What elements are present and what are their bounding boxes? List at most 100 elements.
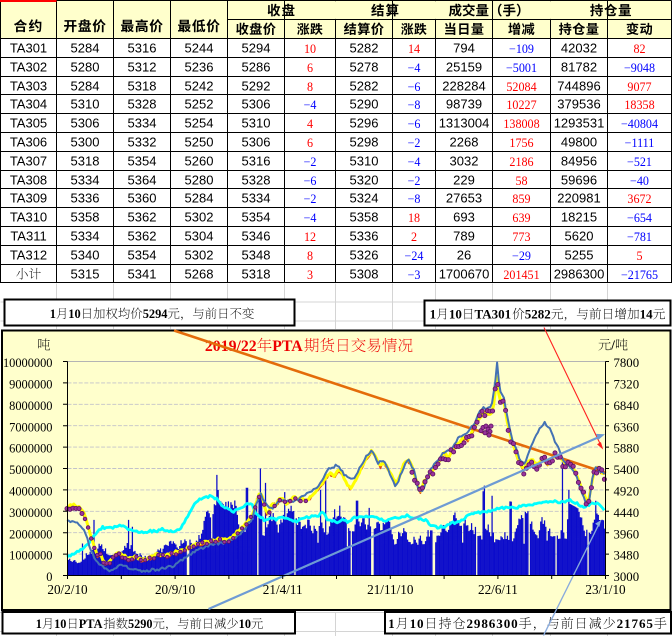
svg-text:5290: 5290 xyxy=(350,97,379,112)
svg-text:−2: −2 xyxy=(304,155,317,169)
svg-text:−2: −2 xyxy=(408,136,421,150)
svg-text:−1111: −1111 xyxy=(625,136,655,150)
svg-text:84956: 84956 xyxy=(561,154,597,169)
svg-text:/: / xyxy=(610,338,615,353)
svg-text:−21765: −21765 xyxy=(621,268,658,282)
svg-text:PTA: PTA xyxy=(79,617,103,631)
svg-text:220981: 220981 xyxy=(557,191,600,206)
svg-text:5400: 5400 xyxy=(614,463,640,477)
svg-text:5236: 5236 xyxy=(185,60,214,75)
svg-text:10: 10 xyxy=(410,616,425,631)
svg-text:23/1/10: 23/1/10 xyxy=(585,582,626,597)
svg-text:5328: 5328 xyxy=(128,97,157,112)
svg-text:5336: 5336 xyxy=(71,191,100,206)
svg-text:4000000: 4000000 xyxy=(9,485,52,499)
svg-text:5294: 5294 xyxy=(143,307,168,321)
svg-text:−521: −521 xyxy=(627,155,652,169)
svg-text:9000000: 9000000 xyxy=(9,378,52,392)
svg-text:−9048: −9048 xyxy=(624,61,655,75)
svg-text:5292: 5292 xyxy=(242,79,271,94)
svg-text:3960: 3960 xyxy=(614,527,640,541)
svg-text:5362: 5362 xyxy=(128,229,157,244)
svg-text:18215: 18215 xyxy=(561,210,597,225)
svg-text:3032: 3032 xyxy=(450,154,479,169)
svg-text:7800: 7800 xyxy=(614,356,640,370)
svg-text:9077: 9077 xyxy=(627,80,651,94)
svg-text:8: 8 xyxy=(307,249,313,263)
svg-text:TA305: TA305 xyxy=(10,116,47,131)
svg-text:8: 8 xyxy=(307,80,313,94)
svg-text:21/11/10: 21/11/10 xyxy=(367,582,414,597)
svg-text:1313004: 1313004 xyxy=(439,116,490,131)
svg-text:TA303: TA303 xyxy=(10,79,47,94)
svg-text:5332: 5332 xyxy=(128,135,157,150)
svg-text:5250: 5250 xyxy=(185,135,214,150)
svg-text:TA309: TA309 xyxy=(10,191,47,206)
svg-text:773: 773 xyxy=(512,230,530,244)
svg-text:229: 229 xyxy=(453,173,475,188)
svg-text:8000000: 8000000 xyxy=(9,399,52,413)
svg-text:5284: 5284 xyxy=(71,41,100,56)
svg-text:5255: 5255 xyxy=(565,248,594,263)
svg-text:TA301: TA301 xyxy=(475,307,512,322)
svg-text:12: 12 xyxy=(304,230,316,244)
svg-text:5308: 5308 xyxy=(350,267,379,282)
svg-text:5348: 5348 xyxy=(242,248,271,263)
svg-text:TA312: TA312 xyxy=(10,248,47,263)
svg-text:5346: 5346 xyxy=(242,229,271,244)
svg-text:5282: 5282 xyxy=(350,79,379,94)
svg-text:5000000: 5000000 xyxy=(9,463,52,477)
svg-text:−4: −4 xyxy=(408,61,421,75)
svg-text:−8: −8 xyxy=(408,192,421,206)
svg-text:2986300: 2986300 xyxy=(554,267,605,282)
svg-text:6840: 6840 xyxy=(614,399,640,413)
svg-text:5294: 5294 xyxy=(242,41,271,56)
svg-text:2986300: 2986300 xyxy=(466,616,518,631)
svg-text:5341: 5341 xyxy=(128,267,157,282)
svg-text:5316: 5316 xyxy=(242,154,271,169)
svg-text:5300: 5300 xyxy=(71,135,100,150)
svg-text:5260: 5260 xyxy=(185,154,214,169)
svg-text:5334: 5334 xyxy=(242,191,271,206)
svg-text:14: 14 xyxy=(640,307,654,322)
svg-text:5312: 5312 xyxy=(128,60,157,75)
svg-text:5362: 5362 xyxy=(128,210,157,225)
svg-text:5278: 5278 xyxy=(350,60,379,75)
svg-text:5328: 5328 xyxy=(242,173,271,188)
svg-text:0: 0 xyxy=(46,570,52,584)
svg-text:−109: −109 xyxy=(509,42,534,56)
svg-text:−2: −2 xyxy=(304,192,317,206)
svg-text:5316: 5316 xyxy=(128,41,157,56)
svg-text:5298: 5298 xyxy=(350,135,379,150)
svg-text:98739: 98739 xyxy=(446,97,482,112)
svg-text:5360: 5360 xyxy=(128,191,157,206)
svg-text:5280: 5280 xyxy=(185,173,214,188)
svg-text:744896: 744896 xyxy=(557,79,600,94)
svg-text:1: 1 xyxy=(388,616,395,631)
svg-text:10: 10 xyxy=(54,617,66,631)
svg-text:5358: 5358 xyxy=(71,210,100,225)
svg-text:18358: 18358 xyxy=(624,98,654,112)
svg-text:5334: 5334 xyxy=(71,173,100,188)
svg-text:5282: 5282 xyxy=(350,41,379,56)
svg-text:1293531: 1293531 xyxy=(554,116,605,131)
svg-text:−24: −24 xyxy=(405,249,424,263)
svg-text:3000000: 3000000 xyxy=(9,506,52,520)
svg-text:−6: −6 xyxy=(408,117,421,131)
svg-text:10000000: 10000000 xyxy=(3,356,53,370)
svg-text:21765: 21765 xyxy=(617,616,654,631)
svg-text:5318: 5318 xyxy=(71,154,100,169)
svg-text:5320: 5320 xyxy=(350,173,379,188)
svg-text:10227: 10227 xyxy=(506,98,536,112)
svg-text:20/9/10: 20/9/10 xyxy=(155,582,196,597)
svg-text:3672: 3672 xyxy=(627,192,651,206)
svg-text:2268: 2268 xyxy=(450,135,479,150)
svg-text:794: 794 xyxy=(453,41,475,56)
svg-text:5880: 5880 xyxy=(614,442,640,456)
svg-text:201451: 201451 xyxy=(503,268,539,282)
svg-text:18: 18 xyxy=(408,211,420,225)
svg-text:7000000: 7000000 xyxy=(9,420,52,434)
svg-text:−654: −654 xyxy=(627,211,652,225)
svg-text:5315: 5315 xyxy=(71,267,100,282)
svg-text:−8: −8 xyxy=(408,98,421,112)
